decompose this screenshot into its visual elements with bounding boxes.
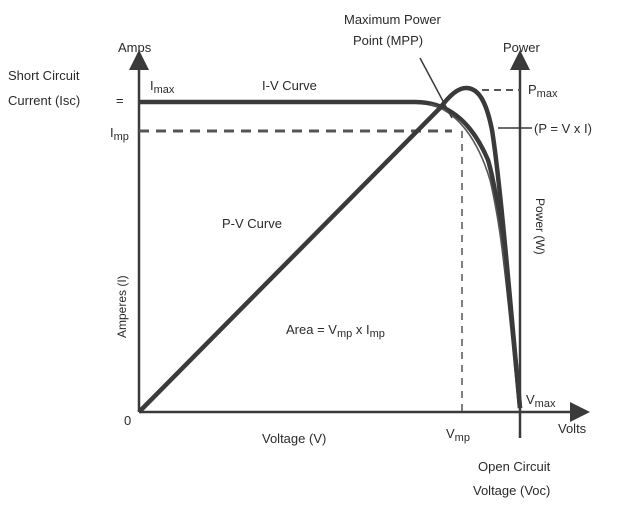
power-label: Power <box>503 40 541 55</box>
imp-label: Imp <box>110 125 129 143</box>
isc-label-line1: Short Circuit <box>8 68 80 83</box>
amps-label: Amps <box>118 40 152 55</box>
vmax-label: Vmax <box>526 392 556 410</box>
mpp-pointer <box>419 57 453 119</box>
mpp-label-line1: Maximum Power <box>344 12 441 27</box>
volts-label: Volts <box>558 421 587 436</box>
area-formula: Area = Vmp x Imp <box>286 322 385 340</box>
mpp-label-line2: Point (MPP) <box>353 33 423 48</box>
voc-label-line2: Voltage (Voc) <box>473 483 550 498</box>
pmax-label: Pmax <box>528 82 558 100</box>
vmp-label: Vmp <box>446 426 470 444</box>
isc-marker: = <box>116 93 124 108</box>
origin-label: 0 <box>124 413 131 428</box>
voltage-axis-label: Voltage (V) <box>262 431 326 446</box>
isc-label-line2: Current (Isc) <box>8 93 80 108</box>
power-axis-label: Power (W) <box>533 198 547 255</box>
pv-curve <box>137 85 523 414</box>
pv-curve-label: P-V Curve <box>222 216 282 231</box>
iv-curve <box>139 99 523 409</box>
imax-label: Imax <box>150 78 175 96</box>
voc-label-line1: Open Circuit <box>478 459 551 474</box>
amperes-axis-label: Amperes (I) <box>115 275 129 338</box>
p-formula-label: (P = V x I) <box>534 121 592 136</box>
iv-curve-label: I-V Curve <box>262 78 317 93</box>
